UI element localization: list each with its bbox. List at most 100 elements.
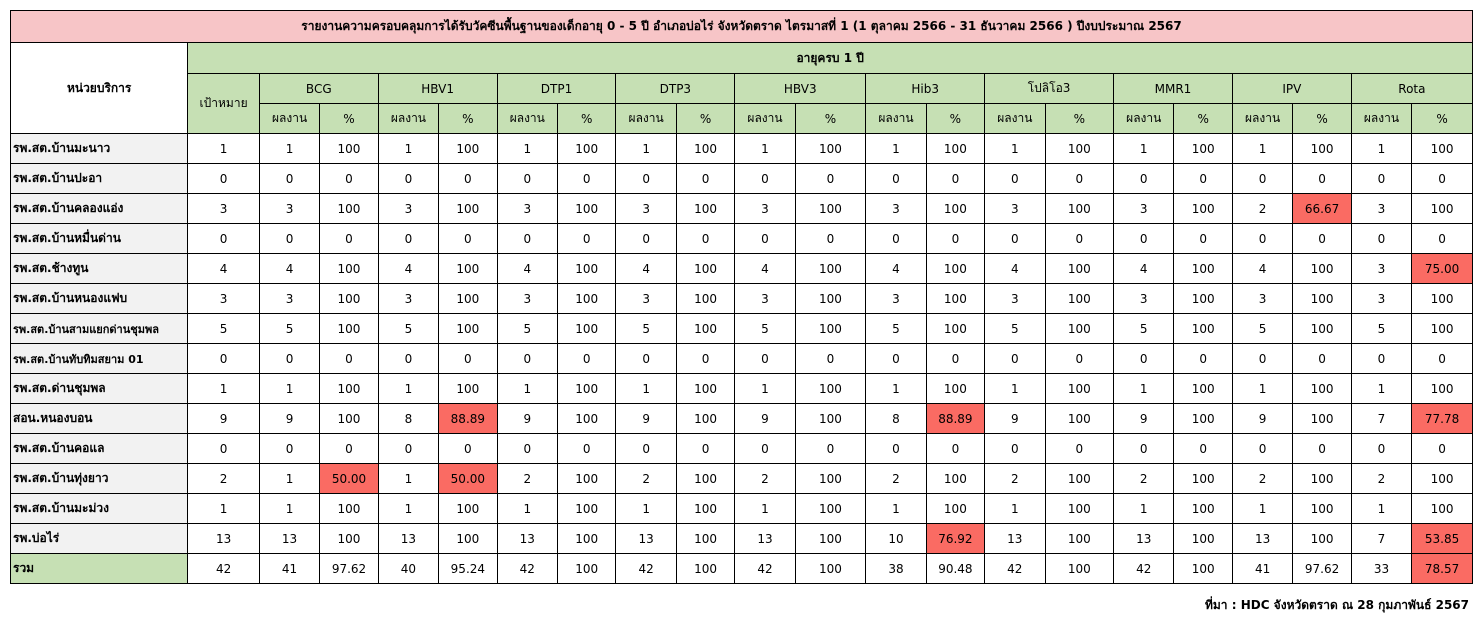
work-value: 9 (1231, 403, 1294, 434)
work-value: 1 (865, 133, 927, 164)
percent-value: 100 (794, 463, 867, 494)
percent-value: 97.62 (319, 553, 379, 584)
work-value: 0 (377, 163, 440, 194)
work-value: 1 (984, 373, 1046, 404)
table-row: รพ.สต.บ้านสามแยกด่านชุมพล 5 5 100 5 100 5 100 5 1… (9, 313, 1473, 344)
work-value: 1 (1350, 133, 1413, 164)
work-value: 4 (984, 253, 1046, 284)
work-value: 3 (496, 193, 559, 224)
percent-value: 100 (556, 493, 617, 524)
percent-value: 100 (794, 193, 867, 224)
percent-value: 100 (1173, 283, 1233, 314)
percent-value: 100 (925, 313, 986, 344)
table-row: รพ.สต.บ้านคลองแอ่ง 3 3 100 3 100 3 100 3 100 3 100 3… (9, 193, 1473, 224)
work-value: 0 (734, 163, 796, 194)
work-value: 3 (615, 283, 677, 314)
work-value: 13 (1231, 523, 1294, 554)
percent-value: 0 (1411, 433, 1473, 464)
percent-value: 50.00 (438, 463, 498, 494)
work-value: 3 (865, 193, 927, 224)
work-value: 1 (258, 463, 321, 494)
work-value: 0 (1231, 163, 1294, 194)
work-value: 7 (1350, 523, 1413, 554)
work-value: 0 (615, 223, 677, 254)
percent-value: 100 (925, 493, 986, 524)
percent-value: 100 (556, 463, 617, 494)
percent-value: 100 (319, 283, 379, 314)
percent-value: 0 (794, 343, 867, 374)
work-value: 1 (615, 373, 677, 404)
work-header: ผลงาน (258, 103, 321, 134)
work-value: 4 (865, 253, 927, 284)
work-value: 0 (984, 223, 1046, 254)
percent-header: % (1411, 103, 1473, 134)
percent-value: 100 (925, 133, 986, 164)
percent-value: 100 (1044, 553, 1115, 584)
percent-value: 100 (556, 193, 617, 224)
percent-value: 0 (1173, 433, 1233, 464)
work-value: 1 (496, 373, 559, 404)
percent-value: 0 (794, 223, 867, 254)
work-value: 0 (258, 433, 321, 464)
unit-name: รพ.สต.บ้านคอแล (9, 433, 189, 464)
percent-value: 0 (1044, 223, 1115, 254)
percent-value: 0 (438, 343, 498, 374)
work-value: 2 (1231, 463, 1294, 494)
vaccine-header-row: เป้าหมาย BCG HBV1 DTP1 DTP3 HBV3 Hib3 โปลิโอ3 MM… (11, 73, 1474, 134)
unit-name: รพ.สต.ด่านชุมพล (9, 373, 189, 404)
percent-value: 100 (319, 493, 379, 524)
percent-value: 97.62 (1292, 553, 1352, 584)
work-value: 4 (258, 253, 321, 284)
percent-value: 100 (556, 133, 617, 164)
unit-name: รพ.สต.ช้างทูน (9, 253, 189, 284)
percent-value: 100 (1044, 403, 1115, 434)
work-value: 0 (1350, 163, 1413, 194)
work-value: 1 (1113, 133, 1175, 164)
percent-value: 100 (1173, 313, 1233, 344)
percent-value: 0 (1044, 433, 1115, 464)
work-value: 1 (1350, 493, 1413, 524)
work-value: 1 (734, 133, 796, 164)
percent-value: 0 (319, 433, 379, 464)
percent-value: 50.00 (319, 463, 379, 494)
percent-value: 100 (1411, 463, 1473, 494)
vaccine-header: MMR1 (1113, 73, 1233, 104)
work-value: 4 (377, 253, 440, 284)
target-value: 1 (187, 493, 260, 524)
unit-name: รพ.สต.บ้านทุ่งยาว (9, 463, 189, 494)
work-value: 13 (1113, 523, 1175, 554)
target-column-header: เป้าหมาย (187, 73, 260, 134)
unit-name: รพ.สต.บ้านปะอา (9, 163, 189, 194)
sub-header-row: ผลงาน% ผลงาน% ผลงาน% ผลงาน% ผลงาน% ผลงาน% ผลงา… (11, 103, 1473, 134)
percent-value: 100 (1411, 373, 1473, 404)
work-value: 1 (984, 133, 1046, 164)
percent-value: 100 (1292, 523, 1352, 554)
vaccine-header: IPV (1231, 73, 1352, 104)
target-value: 13 (187, 523, 260, 554)
percent-value: 95.24 (438, 553, 498, 584)
percent-value: 100 (1173, 463, 1233, 494)
age-header-row: หน่วยบริการ อายุครบ 1 ปี (9, 42, 1473, 134)
percent-value: 100 (794, 313, 867, 344)
work-value: 1 (377, 493, 440, 524)
percent-value: 100 (319, 373, 379, 404)
percent-value: 100 (1173, 133, 1233, 164)
percent-value: 75.00 (1411, 253, 1473, 284)
work-value: 13 (258, 523, 321, 554)
percent-value: 100 (1173, 193, 1233, 224)
work-value: 0 (1113, 343, 1175, 374)
percent-value: 100 (556, 283, 617, 314)
percent-value: 0 (1292, 433, 1352, 464)
percent-value: 100 (1292, 463, 1352, 494)
work-value: 0 (496, 343, 559, 374)
work-value: 41 (258, 553, 321, 584)
percent-value: 100 (675, 253, 736, 284)
work-value: 0 (984, 433, 1046, 464)
work-value: 5 (984, 313, 1046, 344)
work-value: 3 (1113, 193, 1175, 224)
percent-value: 0 (675, 163, 736, 194)
percent-value: 100 (1173, 373, 1233, 404)
work-header: ผลงาน (1231, 103, 1294, 134)
vaccine-header: BCG (258, 73, 379, 104)
work-value: 9 (258, 403, 321, 434)
